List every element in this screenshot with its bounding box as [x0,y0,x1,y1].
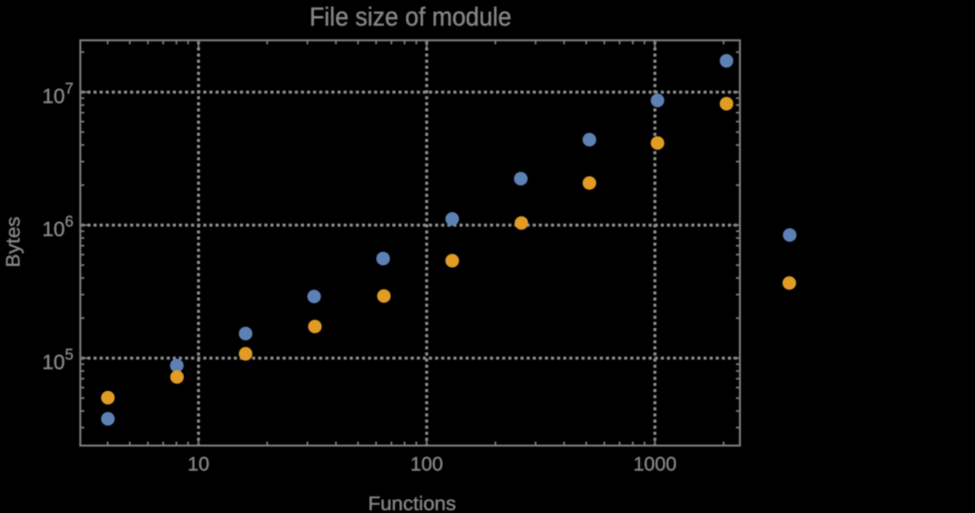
svg-text:106: 106 [42,214,73,241]
svg-text:107: 107 [42,81,73,108]
svg-text:Functions: Functions [368,493,456,513]
svg-text:1000: 1000 [633,454,677,476]
svg-text:100: 100 [410,454,443,476]
svg-text:File size of module: File size of module [310,1,512,31]
svg-text:Bytes: Bytes [3,216,25,267]
svg-text:105: 105 [42,347,73,374]
svg-text:10: 10 [188,454,210,476]
